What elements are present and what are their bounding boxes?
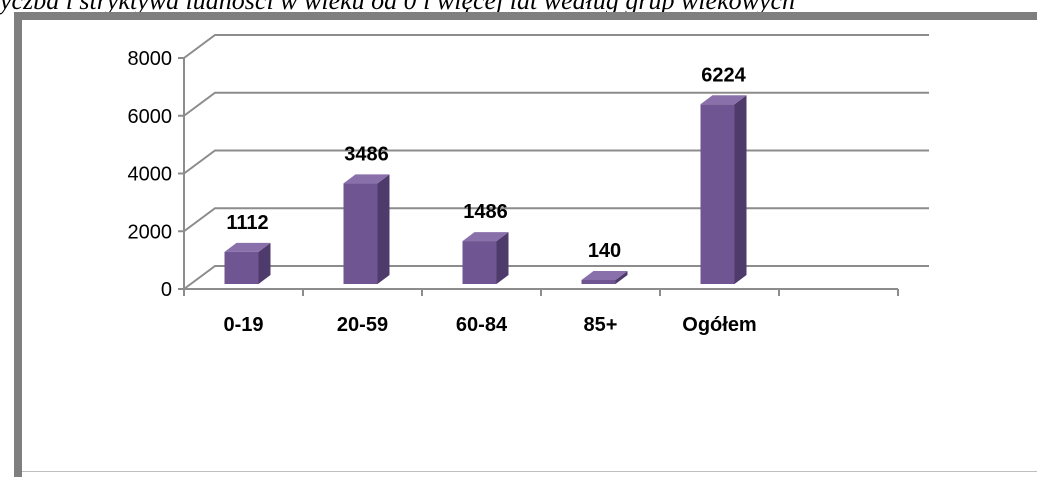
data-label: 140 [588,240,621,262]
bar [343,183,378,284]
gridline [183,149,929,175]
bar-top [581,270,628,280]
bar-side [377,174,390,284]
bar-top [224,242,271,252]
bar [224,251,259,284]
y-tick-label: 6000 [128,106,173,128]
y-tick-label: 2000 [128,221,173,243]
data-label: 1112 [226,212,268,234]
bars-layer [224,95,747,284]
bar-side [258,242,271,284]
chart-frame-bottom-edge [22,471,1037,472]
y-tick-label: 4000 [128,164,173,186]
gridline [183,34,929,59]
grid-layer [183,34,929,290]
data-label: 6224 [701,64,746,86]
cropped-header-text: yczba i stryktywa ludności w wieku od 0 … [0,0,796,15]
category-label: 20-59 [337,314,388,336]
bar-side [734,95,747,284]
gridline [183,265,929,290]
bar-side [615,270,628,284]
bar-side [496,232,509,284]
category-label: 0-19 [223,314,263,336]
y-tick-label: 8000 [128,48,173,70]
category-label: 85+ [584,314,618,336]
bar-top [343,174,390,184]
axis-layer: 0 2000 4000 6000 8000 [128,48,899,301]
gridline [183,91,929,117]
bar [700,104,735,284]
category-label: Ogółem [682,314,756,336]
gridline [183,207,929,233]
bar-top [700,95,747,105]
category-label: 60-84 [456,314,508,336]
bar [462,241,497,284]
data-label: 3486 [344,143,389,165]
labels-layer: 1112 0-19 3486 20-59 1486 60-84 140 85+ 6224 Ogół… [223,64,756,336]
bar [581,279,616,284]
y-tick-label: 0 [161,279,172,301]
data-label: 1486 [463,201,508,223]
bar-top [462,232,509,242]
